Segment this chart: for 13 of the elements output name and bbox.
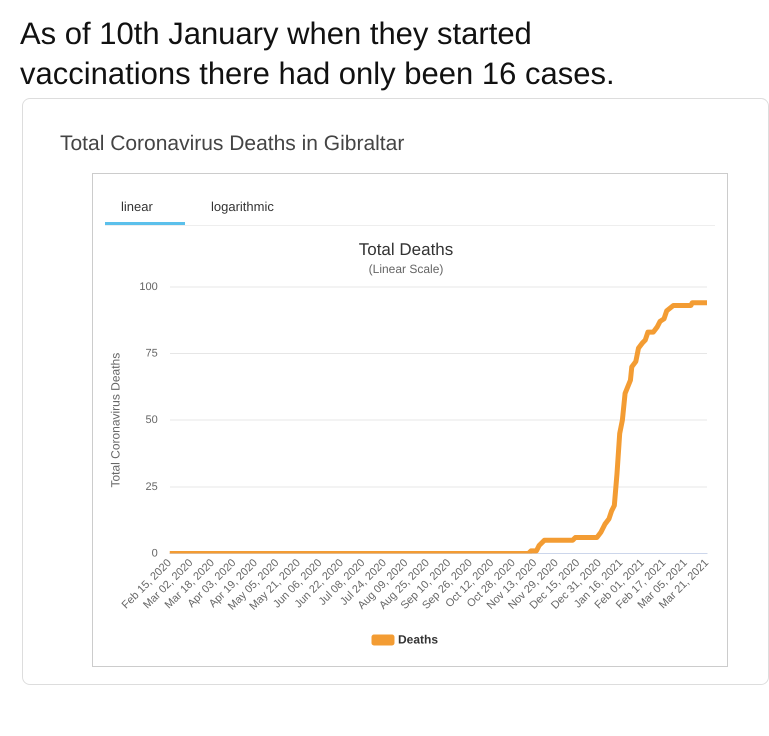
text: linear	[121, 199, 153, 214]
text: As of 10th January when they started vaccinations there had only been 16 cases.	[20, 15, 616, 93]
y-tick-label: 100	[139, 280, 158, 293]
text: logarithmic	[211, 199, 274, 214]
y-tick-label: 75	[146, 348, 158, 360]
y-tick-label: 50	[146, 414, 158, 426]
chart-subtitle: (Linear Scale)	[368, 262, 444, 276]
y-tick-label: 0	[152, 548, 158, 560]
text: Total Coronavirus Deaths in Gibraltar	[60, 132, 404, 156]
legend-label: Deaths	[398, 632, 438, 646]
chart-title: Total Deaths	[358, 240, 454, 259]
y-axis-title: Total Coronavirus Deaths	[108, 352, 123, 488]
y-tick-label: 25	[146, 480, 158, 493]
